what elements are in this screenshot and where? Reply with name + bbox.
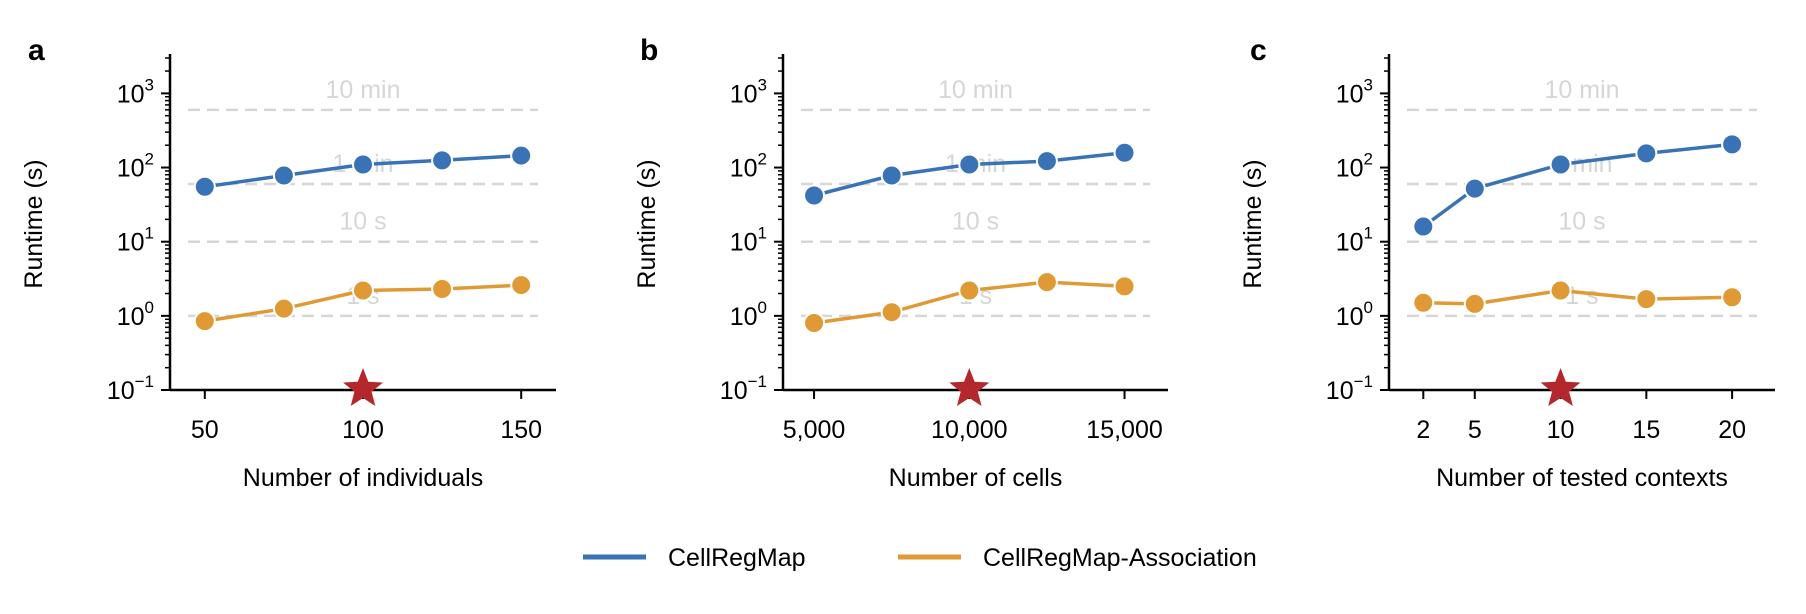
- x-tick-label: 20: [1718, 416, 1746, 444]
- highlight-star-icon: [1540, 368, 1581, 406]
- data-point: [1463, 177, 1486, 200]
- y-tick-label: 101: [1336, 224, 1373, 257]
- y-tick-label: 10−1: [1326, 372, 1373, 405]
- reference-label: 10 min: [1544, 76, 1619, 104]
- data-point: [1035, 150, 1058, 173]
- data-point: [352, 279, 374, 302]
- data-point: [880, 301, 903, 324]
- x-tick-label: 5,000: [783, 416, 846, 444]
- panel-letter: a: [28, 34, 45, 67]
- data-point: [1412, 291, 1435, 314]
- data-point: [193, 310, 216, 333]
- x-axis-label: Number of individuals: [243, 464, 483, 492]
- reference-label: 10 s: [952, 208, 999, 236]
- data-point: [431, 278, 454, 301]
- data-point: [1721, 133, 1744, 156]
- y-tick-label: 102: [117, 150, 154, 183]
- y-tick-label: 103: [730, 75, 767, 108]
- data-point: [958, 153, 981, 176]
- x-axis-label: Number of cells: [889, 464, 1063, 492]
- data-point: [272, 164, 295, 187]
- legend-label: CellRegMap-Association: [983, 544, 1257, 572]
- y-axis-label: Runtime (s): [633, 159, 661, 288]
- data-point: [803, 312, 826, 335]
- y-axis-label: Runtime (s): [20, 159, 48, 288]
- x-tick-label: 150: [500, 416, 542, 444]
- y-tick-label: 102: [1336, 150, 1373, 183]
- data-point: [1035, 271, 1058, 294]
- data-point: [1113, 141, 1136, 164]
- x-tick-label: 50: [191, 416, 219, 444]
- reference-label: 10 s: [339, 208, 386, 236]
- data-point: [352, 153, 374, 176]
- y-tick-label: 101: [117, 224, 154, 257]
- x-tick-label: 10: [1547, 416, 1575, 444]
- data-point: [510, 274, 533, 297]
- reference-label: 10 s: [1558, 208, 1605, 236]
- x-axis-label: Number of tested contexts: [1436, 464, 1728, 492]
- x-tick-label: 15,000: [1086, 416, 1162, 444]
- y-tick-label: 101: [730, 224, 767, 257]
- data-point: [803, 184, 826, 207]
- legend: CellRegMap CellRegMap-Association: [583, 544, 1257, 572]
- data-point: [1463, 292, 1486, 315]
- data-point: [510, 144, 533, 167]
- data-point: [880, 164, 903, 187]
- panel-letter: c: [1250, 34, 1267, 67]
- x-tick-label: 100: [342, 416, 384, 444]
- y-tick-label: 100: [730, 298, 767, 331]
- y-axis-label: Runtime (s): [1239, 159, 1267, 288]
- data-point: [1721, 286, 1744, 309]
- x-tick-label: 10,000: [931, 416, 1007, 444]
- reference-label: 1 s: [1565, 282, 1598, 310]
- y-tick-label: 100: [1336, 298, 1373, 331]
- legend-label: CellRegMap: [668, 544, 806, 572]
- y-tick-label: 10−1: [107, 372, 154, 405]
- data-point: [1635, 142, 1658, 165]
- data-point: [272, 297, 295, 320]
- highlight-star-icon: [343, 368, 383, 406]
- reference-label: 10 min: [938, 76, 1013, 104]
- data-point: [431, 149, 454, 172]
- data-point: [1549, 279, 1572, 302]
- data-point: [1412, 215, 1435, 238]
- y-tick-label: 103: [1336, 75, 1373, 108]
- data-point: [1635, 288, 1658, 311]
- data-point: [958, 279, 981, 302]
- highlight-star-icon: [949, 368, 990, 406]
- data-point: [1113, 275, 1136, 298]
- y-tick-label: 103: [117, 75, 154, 108]
- reference-label: 10 min: [325, 76, 400, 104]
- x-tick-label: 2: [1416, 416, 1430, 444]
- panel-letter: b: [640, 34, 658, 67]
- x-tick-label: 15: [1632, 416, 1660, 444]
- y-tick-label: 100: [117, 298, 154, 331]
- y-tick-label: 102: [730, 150, 767, 183]
- data-point: [1549, 153, 1572, 176]
- x-tick-label: 5: [1468, 416, 1482, 444]
- y-tick-label: 10−1: [720, 372, 767, 405]
- data-point: [193, 175, 216, 198]
